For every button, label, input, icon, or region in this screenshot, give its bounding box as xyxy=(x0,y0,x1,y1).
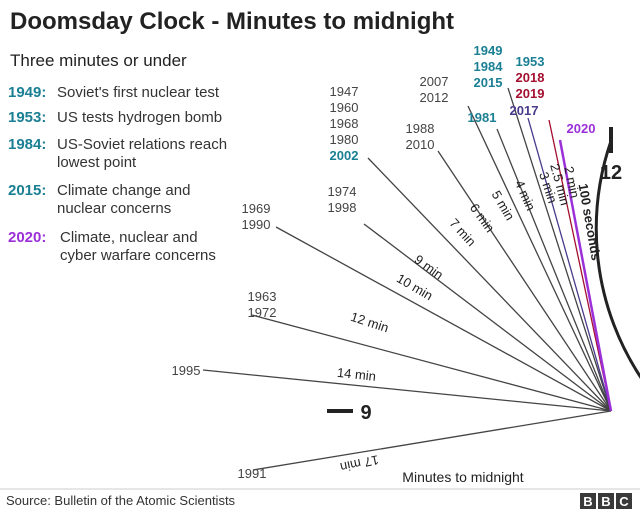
ray-line xyxy=(251,314,612,412)
event-description: Climate change and xyxy=(57,182,190,199)
event-description: nuclear concerns xyxy=(57,200,171,217)
year-label: 2019 xyxy=(516,86,545,101)
event-description: Climate, nuclear and xyxy=(60,229,198,246)
year-label: 2010 xyxy=(406,137,435,152)
bbc-logo-letter: B xyxy=(601,494,610,509)
event-description: lowest point xyxy=(57,154,137,171)
year-label: 1990 xyxy=(242,217,271,232)
year-group: 1995 xyxy=(172,363,201,378)
year-label: 1984 xyxy=(474,59,504,74)
ray-line xyxy=(367,157,612,412)
year-group: 1981 xyxy=(468,110,497,125)
year-label: 2012 xyxy=(420,90,449,105)
year-group: 2020 xyxy=(567,121,596,136)
year-label: 1968 xyxy=(330,116,359,131)
page-subtitle: Three minutes or under xyxy=(10,51,187,70)
events-legend: 1949: Soviet's first nuclear test 1953: US … xyxy=(8,84,227,264)
bbc-logo-block xyxy=(616,493,632,509)
event-year: 1984: xyxy=(8,136,46,153)
ray-line xyxy=(252,410,612,471)
year-label: 1949 xyxy=(474,43,503,58)
minute-rays xyxy=(202,87,613,471)
year-label: 1963 xyxy=(248,289,277,304)
event-item: 1949: Soviet's first nuclear test xyxy=(8,84,220,101)
year-label: 1974 xyxy=(328,184,357,199)
ray-line xyxy=(363,223,612,412)
bbc-logo-block xyxy=(598,493,614,509)
bbc-logo-letter: C xyxy=(619,494,629,509)
year-label: 2007 xyxy=(420,74,449,89)
minute-label: 12 min xyxy=(349,309,391,335)
year-label: 1947 xyxy=(330,84,359,99)
ray-line xyxy=(202,369,612,412)
clock-face: 12 9 xyxy=(327,127,640,424)
source-note: Source: Bulletin of the Atomic Scientist… xyxy=(6,493,236,508)
minute-label: 14 min xyxy=(336,365,376,384)
ray-line xyxy=(496,128,612,412)
minute-label: 2 min xyxy=(561,165,582,199)
year-label: 2020 xyxy=(567,121,596,136)
year-label: 1969 xyxy=(242,201,271,216)
page-title: Doomsday Clock - Minutes to midnight xyxy=(10,8,454,35)
year-label: 2018 xyxy=(516,70,545,85)
clock-label-9: 9 xyxy=(360,402,371,424)
axis-title: Minutes to midnight xyxy=(402,469,524,485)
ray-line xyxy=(437,150,612,412)
bbc-logo-block xyxy=(580,493,596,509)
event-year: 1953: xyxy=(8,109,46,126)
year-label: 1991 xyxy=(238,466,267,481)
bbc-logo-letter: B xyxy=(583,494,592,509)
event-description: US-Soviet relations reach xyxy=(57,136,227,153)
ray-line xyxy=(558,139,613,412)
year-group: 1991 xyxy=(238,466,267,481)
year-group: 2017 xyxy=(510,103,539,118)
clock-label-12: 12 xyxy=(600,162,622,184)
event-item: 1953: US tests hydrogen bomb xyxy=(8,109,222,126)
clock-arc xyxy=(594,140,640,379)
year-label: 1981 xyxy=(468,110,497,125)
ray-line xyxy=(507,87,612,412)
event-year: 2020: xyxy=(8,229,46,246)
event-year: 1949: xyxy=(8,84,46,101)
year-label: 2015 xyxy=(474,75,503,90)
year-label: 2002 xyxy=(330,148,359,163)
ray-line xyxy=(527,117,612,412)
event-description: US tests hydrogen bomb xyxy=(57,109,222,126)
year-label: 1980 xyxy=(330,132,359,147)
minute-label: 5 min xyxy=(489,188,518,223)
minute-label: 17 min xyxy=(339,452,380,475)
event-description: Soviet's first nuclear test xyxy=(57,84,220,101)
year-label: 2017 xyxy=(510,103,539,118)
ray-line xyxy=(467,105,612,412)
year-label: 1960 xyxy=(330,100,359,115)
year-label: 1998 xyxy=(328,200,357,215)
minute-label: 9 min xyxy=(412,252,447,283)
year-label: 1953 xyxy=(516,54,545,69)
year-label: 1988 xyxy=(406,121,435,136)
event-year: 2015: xyxy=(8,182,46,199)
event-description: cyber warfare concerns xyxy=(60,247,216,264)
year-label: 1995 xyxy=(172,363,201,378)
year-label: 1972 xyxy=(248,305,277,320)
ray-line xyxy=(275,226,612,412)
